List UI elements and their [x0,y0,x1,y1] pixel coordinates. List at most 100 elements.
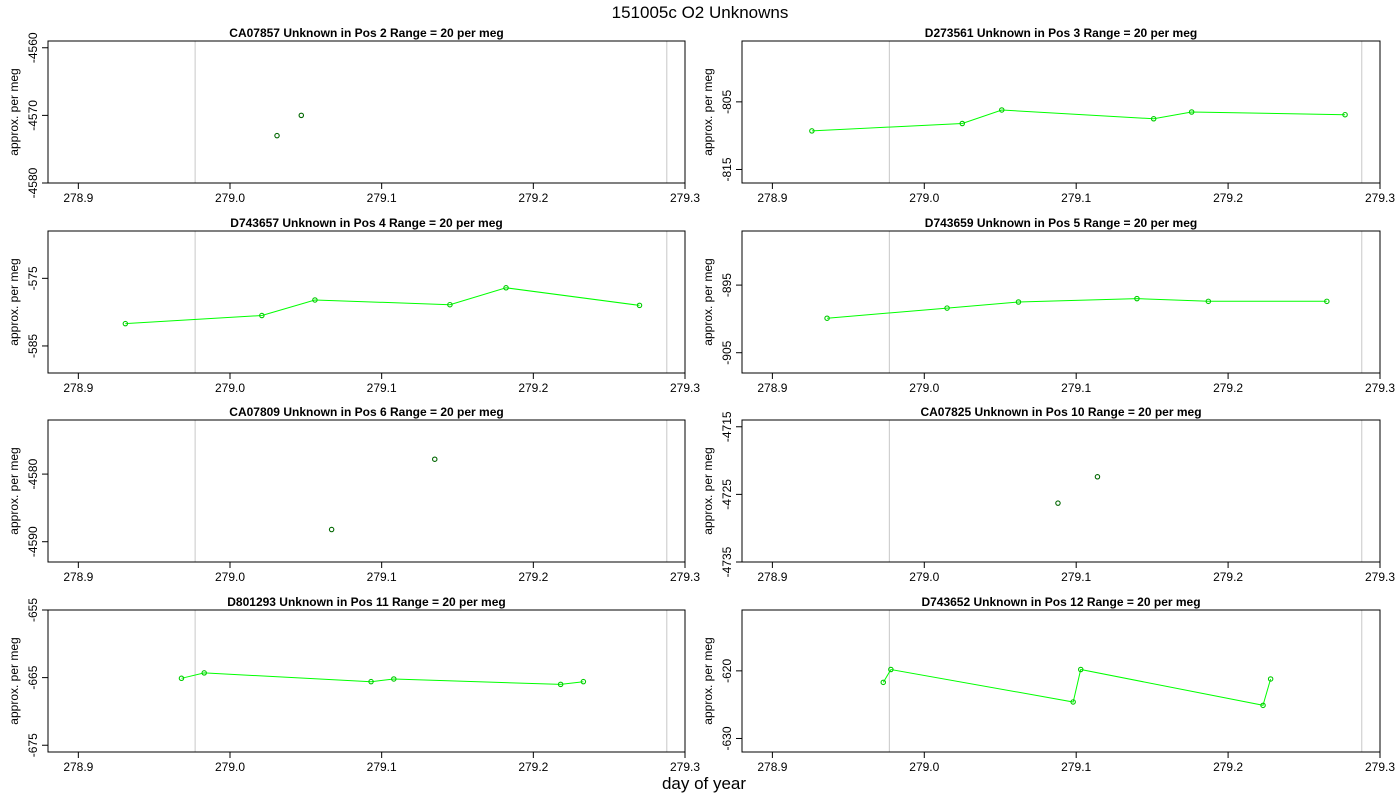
x-tick-label: 279.2 [1213,760,1243,774]
y-tick-label: -4715 [720,411,734,442]
data-point [328,526,335,533]
x-tick-label: 278.9 [757,760,787,774]
data-point [122,320,129,327]
y-axis-label: approx. per meg [701,637,715,724]
x-tick-label: 279.1 [367,381,397,395]
data-point [1070,699,1076,705]
data-point [368,678,374,685]
y-tick-label: -585 [26,334,40,358]
data-point [201,670,207,676]
plot-frame [741,419,1381,563]
data-point [880,679,887,686]
panel-title: D801293 Unknown in Pos 11 Range = 20 per… [227,595,505,609]
y-tick-label: -4560 [26,32,40,63]
panel-title: D743652 Unknown in Pos 12 Range = 20 per… [921,595,1200,609]
data-point [178,675,185,682]
x-tick-label: 279.0 [215,570,245,584]
y-tick-label: -805 [720,90,734,114]
x-tick-label: 279.0 [215,191,245,205]
data-point [1205,298,1212,305]
x-tick-label: 279.2 [518,381,548,395]
x-tick-label: 279.3 [1365,760,1395,774]
x-tick-label: 279.1 [367,570,397,584]
x-tick-label: 279.2 [518,570,548,584]
x-tick-label: 279.1 [1061,381,1091,395]
y-tick-label: -815 [720,157,734,181]
data-point [1324,298,1330,305]
y-tick-label: -4570 [26,100,40,131]
data-point [1055,500,1061,506]
data-point [959,120,966,127]
x-tick-label: 279.2 [1213,191,1243,205]
data-point [1077,666,1084,673]
data-point [1188,109,1195,115]
x-tick-label: 278.9 [757,381,787,395]
x-tick-label: 279.3 [670,760,700,774]
x-tick-label: 279.1 [1061,570,1091,584]
plot-frame [47,609,686,753]
y-tick-label: -895 [720,273,734,297]
y-tick-label: -655 [26,598,40,622]
y-tick-label: -675 [26,733,40,757]
panel-title: D273561 Unknown in Pos 3 Range = 20 per … [925,26,1197,40]
data-point [1134,295,1140,302]
data-point [391,676,397,682]
data-point [431,456,438,462]
x-tick-label: 278.9 [757,191,787,205]
data-point [944,305,950,311]
series-line [827,298,1327,319]
x-tick-label: 278.9 [63,760,93,774]
figure-title: 151005c O2 Unknowns [611,3,789,22]
x-tick-label: 279.1 [367,760,397,774]
data-point [557,681,564,688]
plot-frame [741,230,1381,374]
x-tick-label: 279.1 [1061,191,1091,205]
series-line [811,109,1346,132]
plot-frame [47,230,686,374]
data-point [1094,474,1101,480]
y-tick-label: -4580 [26,458,40,489]
data-point [1342,111,1348,118]
series-line [882,668,1272,706]
data-point [1267,676,1274,682]
x-tick-label: 278.9 [63,570,93,584]
data-point [888,666,894,673]
data-point [636,302,643,309]
data-point [274,132,280,139]
y-tick-label: -665 [26,665,40,689]
data-point [298,112,305,119]
x-tick-label: 279.0 [909,191,939,205]
panel-title: D743659 Unknown in Pos 5 Range = 20 per … [925,216,1197,230]
x-tick-label: 279.0 [909,381,939,395]
data-point [809,128,815,134]
y-tick-label: -4725 [720,479,734,510]
data-point [447,301,453,308]
x-tick-label: 279.0 [909,570,939,584]
panel-title: CA07825 Unknown in Pos 10 Range = 20 per… [920,405,1201,419]
x-tick-label: 278.9 [63,191,93,205]
x-tick-label: 279.2 [1213,570,1243,584]
data-point [999,107,1005,113]
plot-frame [47,40,686,184]
data-point [824,315,830,321]
plot-frame [741,609,1381,753]
x-tick-label: 279.3 [1365,191,1395,205]
x-tick-label: 278.9 [757,570,787,584]
data-point [1260,702,1266,709]
x-tick-label: 279.1 [367,191,397,205]
panel-title: D743657 Unknown in Pos 4 Range = 20 per … [230,216,502,230]
data-point [259,312,265,319]
x-tick-label: 279.2 [518,191,548,205]
data-point [312,297,318,303]
y-axis-label: approx. per meg [701,447,715,534]
x-tick-label: 279.3 [670,570,700,584]
y-axis-label: approx. per meg [7,637,21,724]
x-tick-label: 279.3 [1365,570,1395,584]
y-tick-label: -4590 [26,526,40,557]
y-tick-label: -4735 [720,546,734,577]
x-tick-label: 279.0 [215,381,245,395]
y-tick-label: -575 [26,266,40,290]
y-axis-label: approx. per meg [701,68,715,155]
y-axis-label: approx. per meg [7,258,21,345]
